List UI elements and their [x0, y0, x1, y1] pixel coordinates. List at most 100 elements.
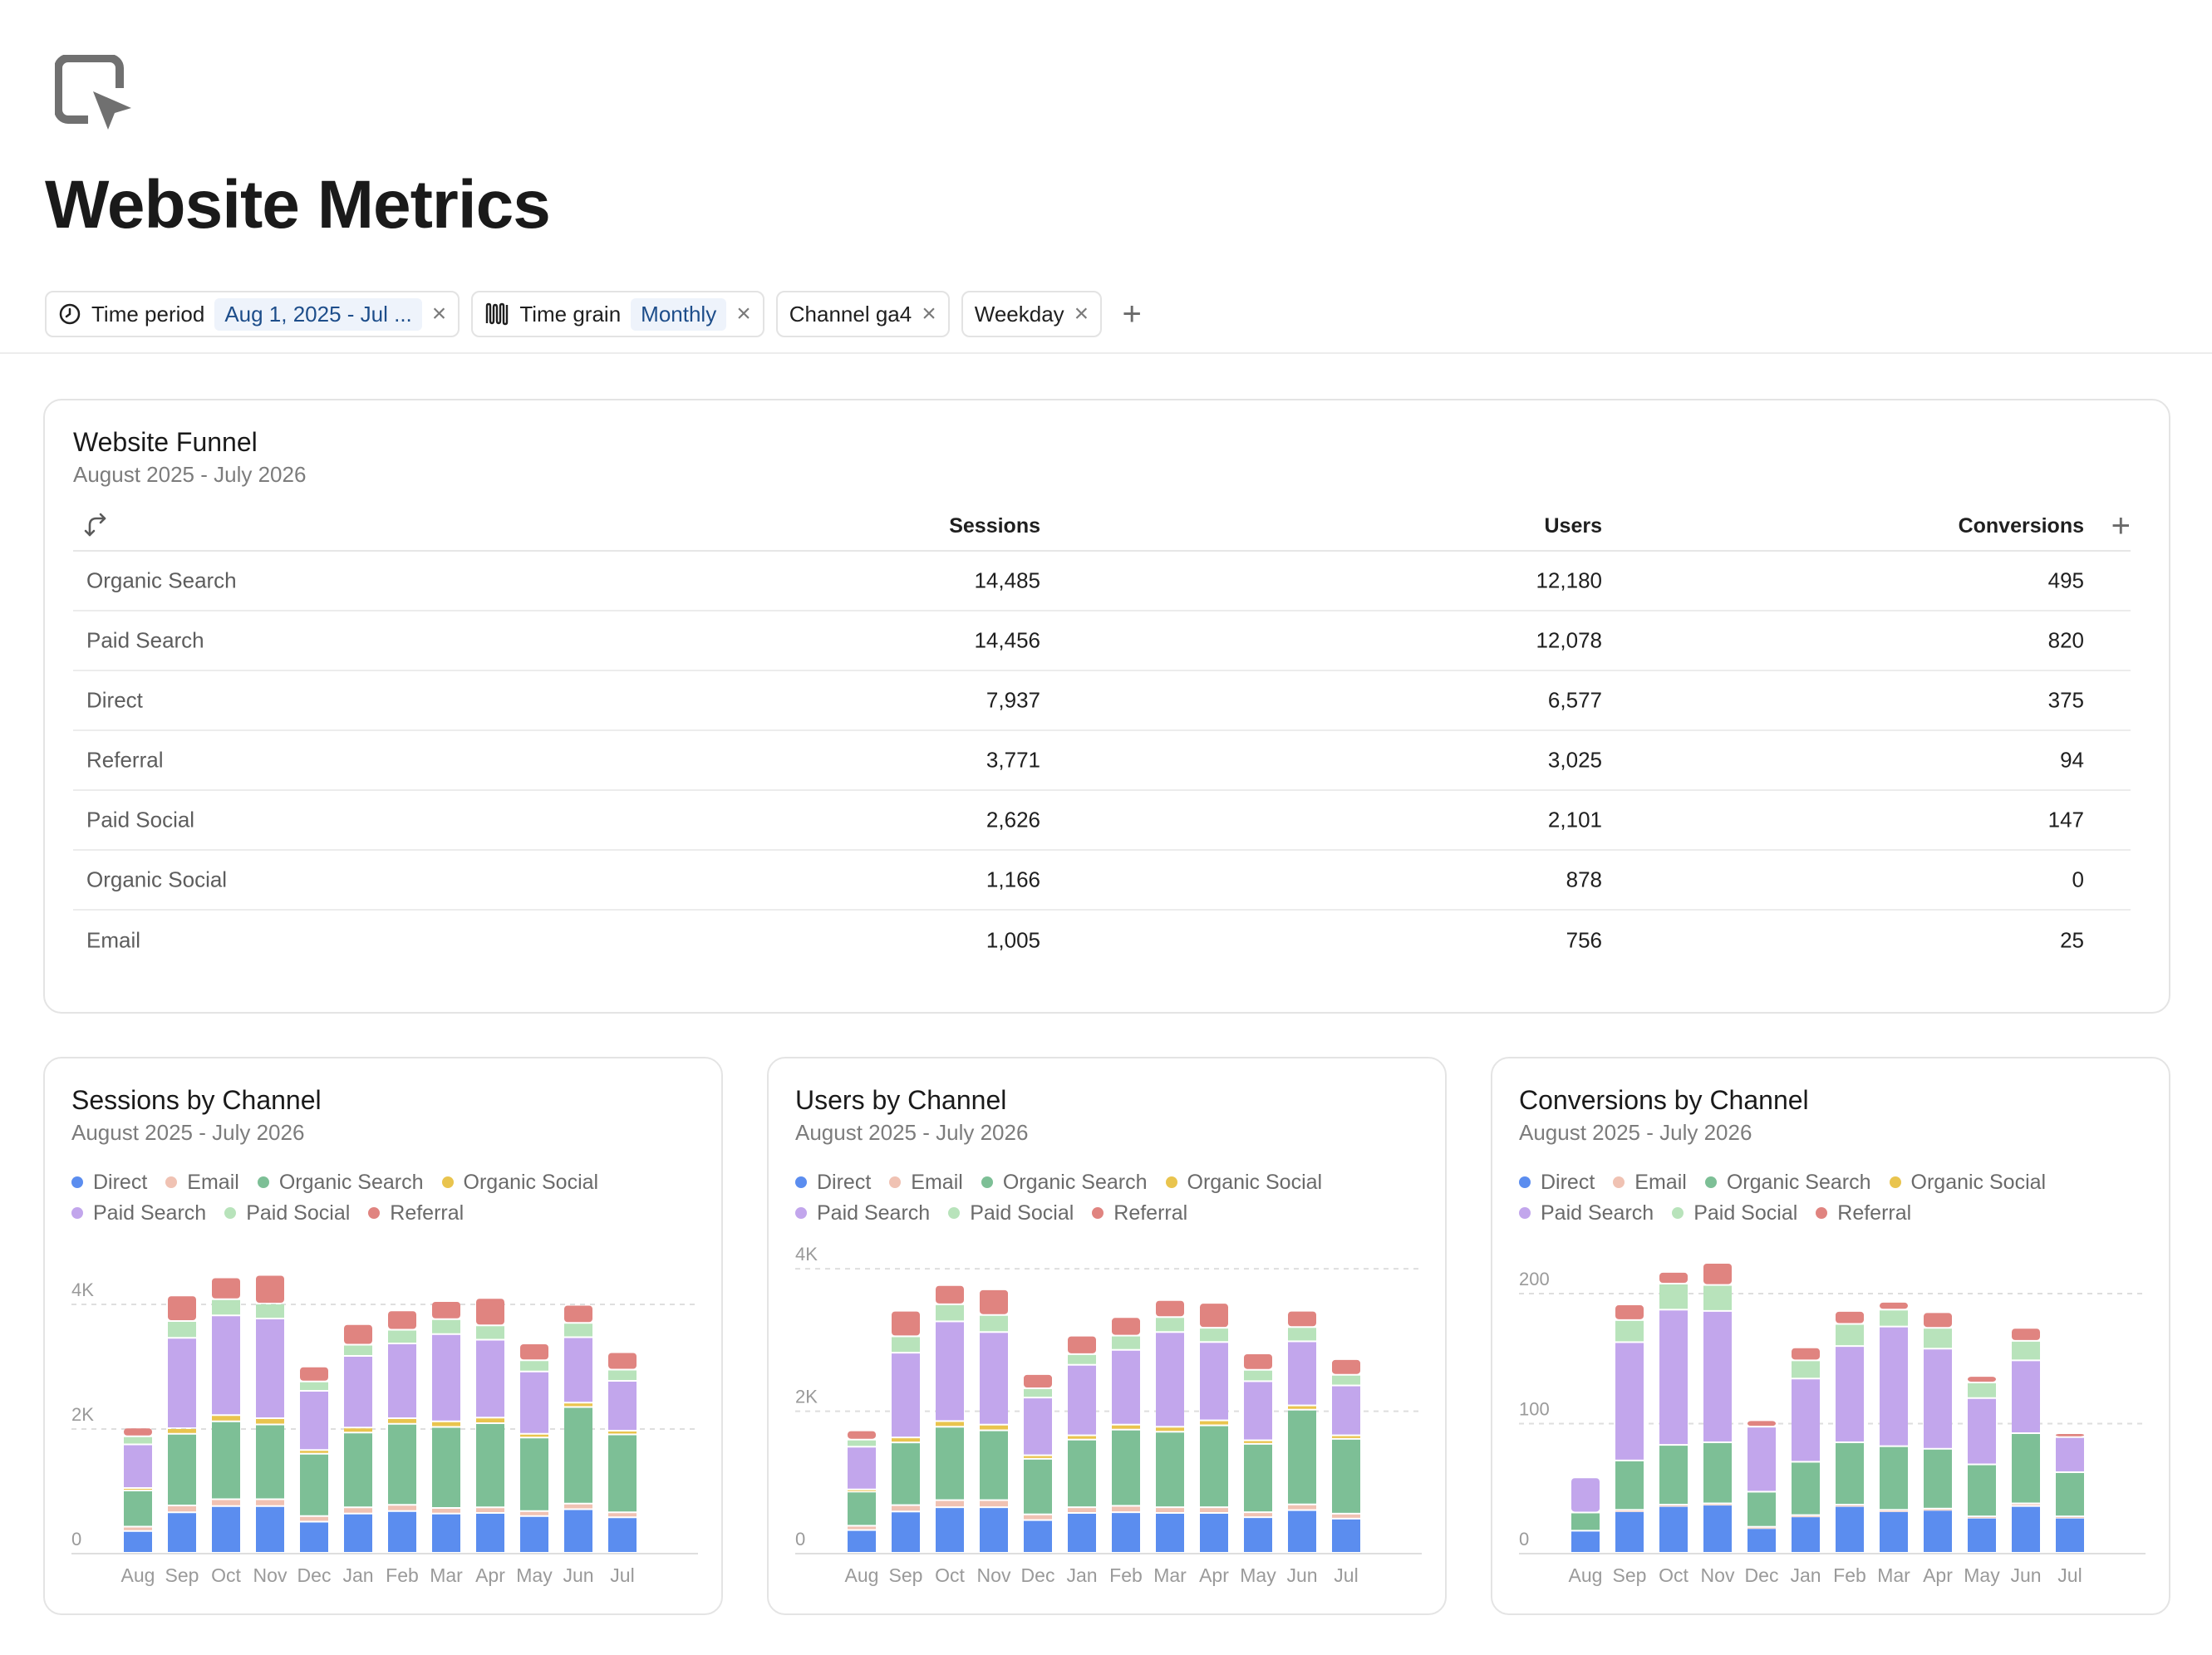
bar-segment[interactable]	[476, 1299, 504, 1325]
bar-segment[interactable]	[1068, 1440, 1096, 1507]
remove-filter-close-icon[interactable]: ×	[922, 300, 936, 327]
bar-segment[interactable]	[168, 1338, 196, 1427]
bar-segment[interactable]	[980, 1333, 1008, 1424]
bar-segment[interactable]	[1332, 1359, 1360, 1374]
bar-segment[interactable]	[1968, 1382, 1996, 1397]
bar-segment[interactable]	[1112, 1336, 1140, 1349]
legend-item[interactable]: Paid Social	[948, 1198, 1074, 1228]
bar-segment[interactable]	[564, 1504, 592, 1509]
bar-segment[interactable]	[980, 1289, 1008, 1314]
bar-segment[interactable]	[300, 1367, 328, 1381]
bar-segment[interactable]	[1615, 1305, 1644, 1319]
bar-segment[interactable]	[1880, 1302, 1908, 1309]
bar-segment[interactable]	[1156, 1514, 1184, 1552]
bar-segment[interactable]	[124, 1527, 152, 1530]
bar-segment[interactable]	[1792, 1361, 1820, 1378]
bar-segment[interactable]	[1747, 1527, 1776, 1529]
bar-segment[interactable]	[848, 1431, 876, 1439]
bar-segment[interactable]	[1924, 1510, 1952, 1552]
table-row[interactable]: Direct 7,937 6,577 375	[73, 671, 2131, 731]
bar-segment[interactable]	[300, 1522, 328, 1553]
bar-segment[interactable]	[432, 1302, 460, 1319]
remove-filter-close-icon[interactable]: ×	[1074, 300, 1089, 327]
legend-item[interactable]: Organic Social	[441, 1167, 598, 1197]
bar-segment[interactable]	[1068, 1354, 1096, 1364]
column-header-sessions[interactable]: Sessions	[949, 514, 1040, 538]
bar-segment[interactable]	[344, 1514, 372, 1552]
bar-segment[interactable]	[1792, 1462, 1820, 1515]
remove-filter-close-icon[interactable]: ×	[431, 300, 447, 327]
legend-item[interactable]: Paid Search	[71, 1198, 206, 1228]
bar-segment[interactable]	[1112, 1350, 1140, 1424]
bar-segment[interactable]	[1615, 1511, 1644, 1552]
legend-item[interactable]: Organic Search	[1704, 1167, 1871, 1197]
bar-segment[interactable]	[1068, 1436, 1096, 1439]
bar-segment[interactable]	[2012, 1506, 2040, 1552]
swap-axes-icon[interactable]	[81, 510, 111, 540]
add-filter-plus-icon[interactable]: +	[1122, 295, 1142, 332]
bar-segment[interactable]	[980, 1425, 1008, 1430]
bar-segment[interactable]	[1747, 1492, 1776, 1526]
bar-segment[interactable]	[520, 1511, 548, 1515]
bar-segment[interactable]	[1288, 1410, 1316, 1504]
bar-segment[interactable]	[980, 1508, 1008, 1552]
bar-segment[interactable]	[520, 1361, 548, 1371]
bar-segment[interactable]	[1288, 1328, 1316, 1341]
bar-segment[interactable]	[1288, 1510, 1316, 1552]
bar-segment[interactable]	[124, 1489, 152, 1490]
legend-item[interactable]: Organic Search	[257, 1167, 424, 1197]
bar-segment[interactable]	[476, 1514, 504, 1552]
bar-segment[interactable]	[1968, 1465, 1996, 1516]
bar-segment[interactable]	[476, 1418, 504, 1422]
bar-segment[interactable]	[608, 1353, 637, 1369]
bar-segment[interactable]	[1747, 1421, 1776, 1427]
legend-item[interactable]: Paid Search	[795, 1198, 930, 1228]
bar-segment[interactable]	[1244, 1382, 1272, 1440]
bar-segment[interactable]	[1968, 1517, 1996, 1519]
bar-segment[interactable]	[168, 1322, 196, 1338]
bar-segment[interactable]	[124, 1436, 152, 1444]
bar-segment[interactable]	[1244, 1370, 1272, 1381]
bar-segment[interactable]	[1836, 1506, 1864, 1552]
filter-time-period[interactable]: Time period Aug 1, 2025 - Jul ... ×	[45, 291, 460, 337]
bar-segment[interactable]	[1880, 1510, 1908, 1512]
bar-segment[interactable]	[1156, 1427, 1184, 1432]
bar-segment[interactable]	[1244, 1354, 1272, 1369]
bar-segment[interactable]	[892, 1311, 920, 1336]
bar-segment[interactable]	[1615, 1343, 1644, 1460]
bar-segment[interactable]	[212, 1422, 240, 1499]
filter-weekday[interactable]: Weekday ×	[961, 291, 1103, 337]
bar-segment[interactable]	[608, 1432, 637, 1434]
bar-segment[interactable]	[256, 1425, 284, 1499]
bar-segment[interactable]	[892, 1353, 920, 1437]
bar-segment[interactable]	[168, 1506, 196, 1512]
remove-filter-close-icon[interactable]: ×	[736, 300, 751, 327]
bar-segment[interactable]	[1571, 1513, 1600, 1530]
bar-segment[interactable]	[1112, 1513, 1140, 1552]
bar-segment[interactable]	[1332, 1439, 1360, 1513]
bar-segment[interactable]	[300, 1392, 328, 1450]
bar-segment[interactable]	[1924, 1349, 1952, 1448]
bar-segment[interactable]	[520, 1434, 548, 1437]
bar-segment[interactable]	[608, 1382, 637, 1430]
bar-segment[interactable]	[608, 1370, 637, 1381]
legend-item[interactable]: Direct	[1519, 1167, 1595, 1197]
bar-segment[interactable]	[1068, 1365, 1096, 1435]
bar-segment[interactable]	[344, 1428, 372, 1432]
bar-segment[interactable]	[2056, 1517, 2084, 1519]
legend-item[interactable]: Referral	[1816, 1198, 1911, 1228]
bar-segment[interactable]	[608, 1518, 637, 1552]
bar-segment[interactable]	[1880, 1511, 1908, 1552]
bar-segment[interactable]	[1288, 1505, 1316, 1510]
bar-segment[interactable]	[608, 1513, 637, 1517]
bar-segment[interactable]	[1747, 1427, 1776, 1491]
bar-segment[interactable]	[1332, 1514, 1360, 1518]
bar-segment[interactable]	[256, 1506, 284, 1552]
bar-segment[interactable]	[2056, 1434, 2084, 1436]
bar-segment[interactable]	[892, 1438, 920, 1442]
bar-segment[interactable]	[344, 1345, 372, 1356]
bar-segment[interactable]	[2012, 1434, 2040, 1503]
bar-segment[interactable]	[936, 1427, 964, 1500]
bar-segment[interactable]	[124, 1445, 152, 1488]
bar-segment[interactable]	[1880, 1327, 1908, 1446]
